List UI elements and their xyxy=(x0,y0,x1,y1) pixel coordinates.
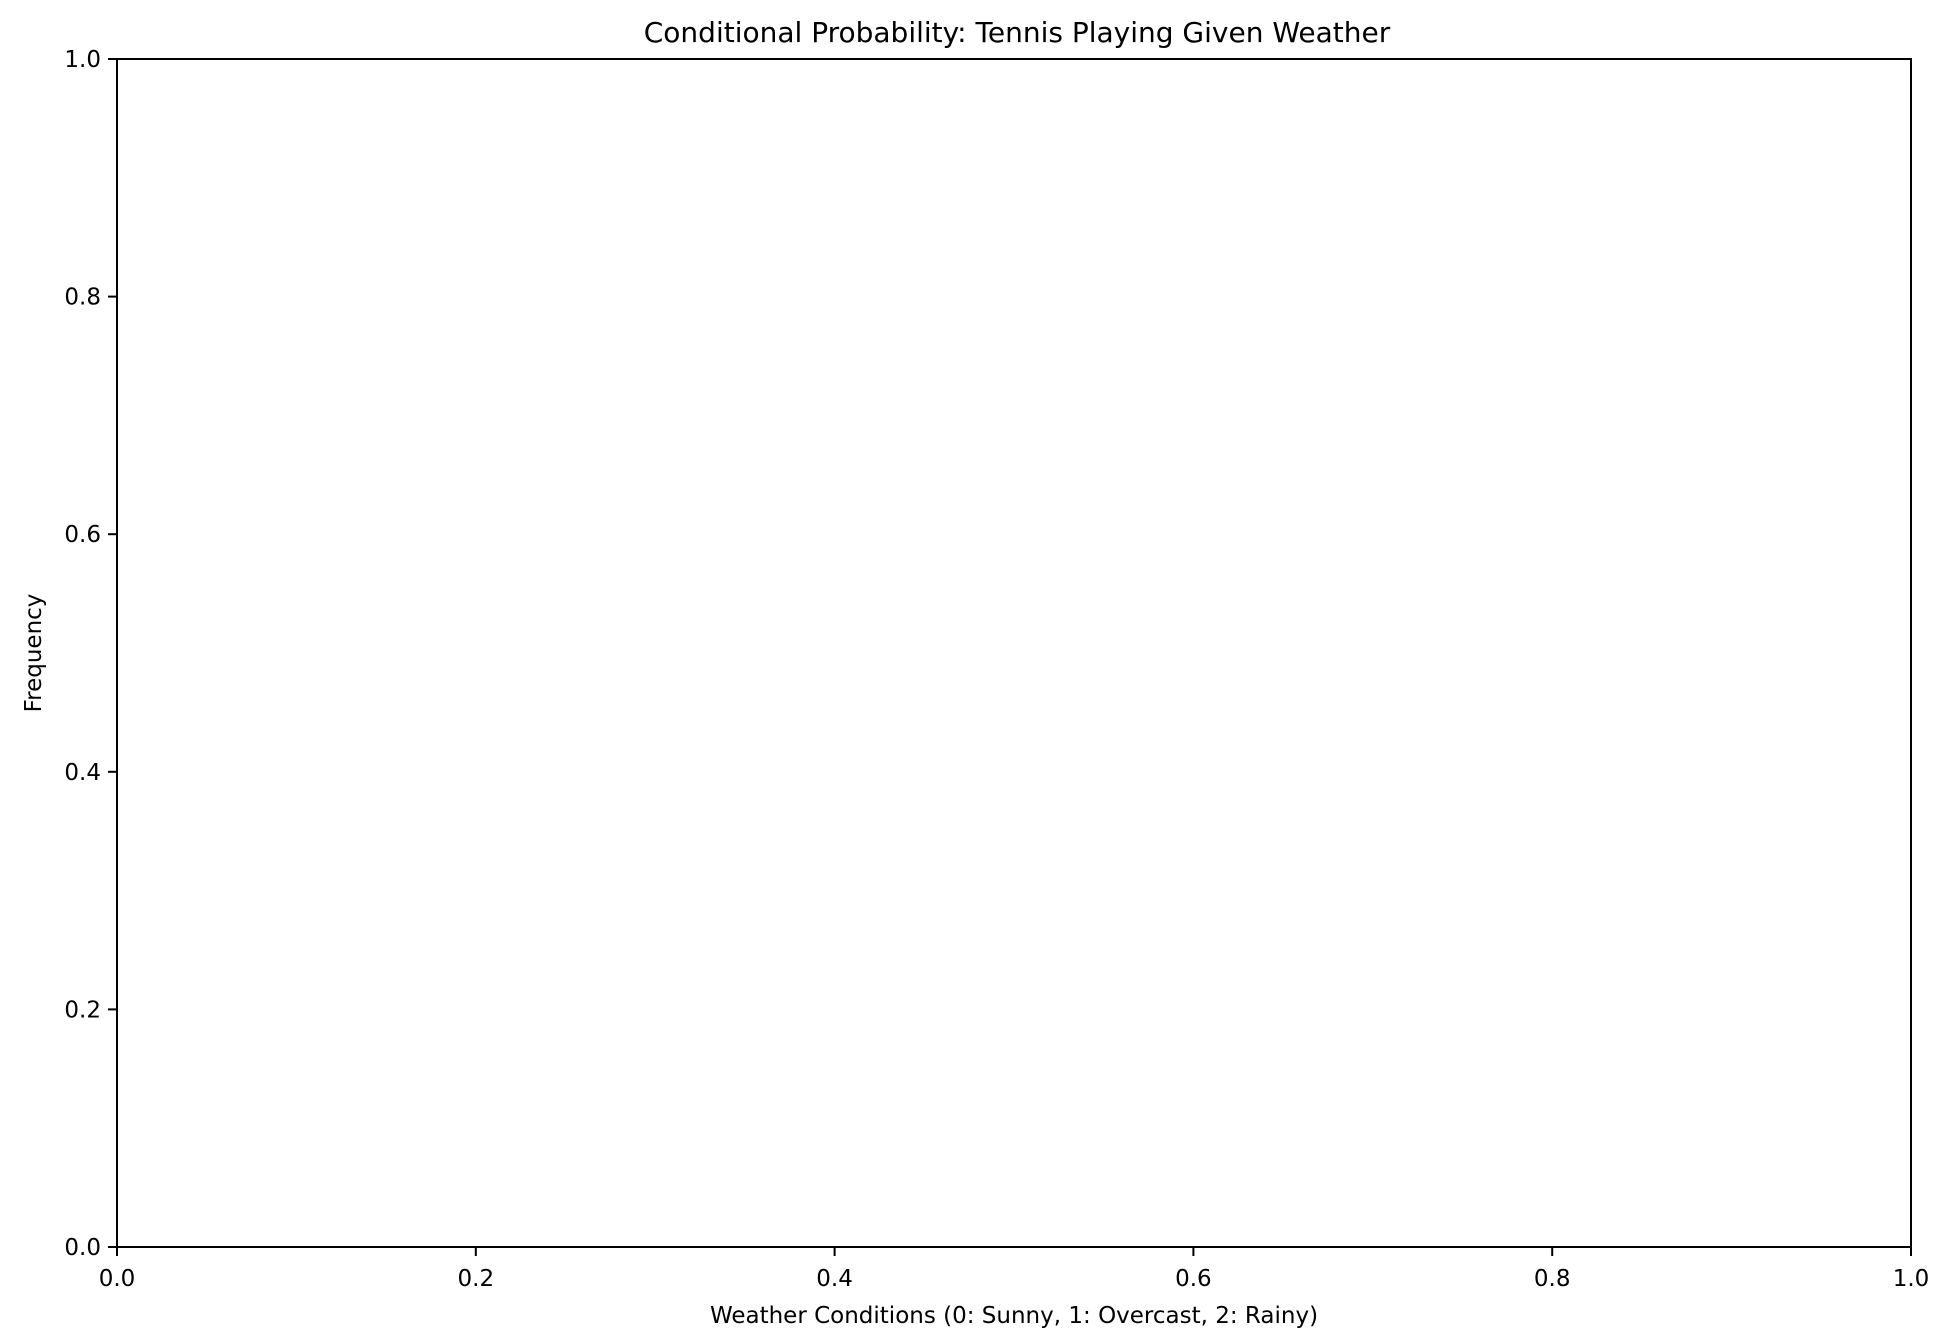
y-axis-label: Frequency xyxy=(21,594,47,713)
y-tick-label: 0.6 xyxy=(64,522,101,548)
y-tick-label: 0.0 xyxy=(64,1235,101,1261)
y-tick-label: 0.4 xyxy=(64,760,101,786)
y-tick-label: 1.0 xyxy=(64,47,101,73)
x-tick-label: 0.8 xyxy=(1534,1266,1571,1292)
x-tick-label: 1.0 xyxy=(1893,1266,1930,1292)
x-tick-label: 0.4 xyxy=(816,1266,853,1292)
x-tick-label: 0.0 xyxy=(99,1266,136,1292)
y-tick-label: 0.8 xyxy=(64,285,101,311)
y-tick-label: 0.2 xyxy=(64,997,101,1023)
x-axis-ticks: 0.0 0.2 0.4 0.6 0.8 1.0 xyxy=(99,1247,1930,1292)
x-tick-label: 0.6 xyxy=(1175,1266,1212,1292)
x-axis-label: Weather Conditions (0: Sunny, 1: Overcas… xyxy=(710,1303,1318,1329)
chart-title: Conditional Probability: Tennis Playing … xyxy=(644,16,1391,49)
y-axis-ticks: 0.0 0.2 0.4 0.6 0.8 1.0 xyxy=(64,47,117,1261)
plot-area xyxy=(117,59,1911,1247)
x-tick-label: 0.2 xyxy=(458,1266,495,1292)
plot-frame xyxy=(116,58,1912,1248)
